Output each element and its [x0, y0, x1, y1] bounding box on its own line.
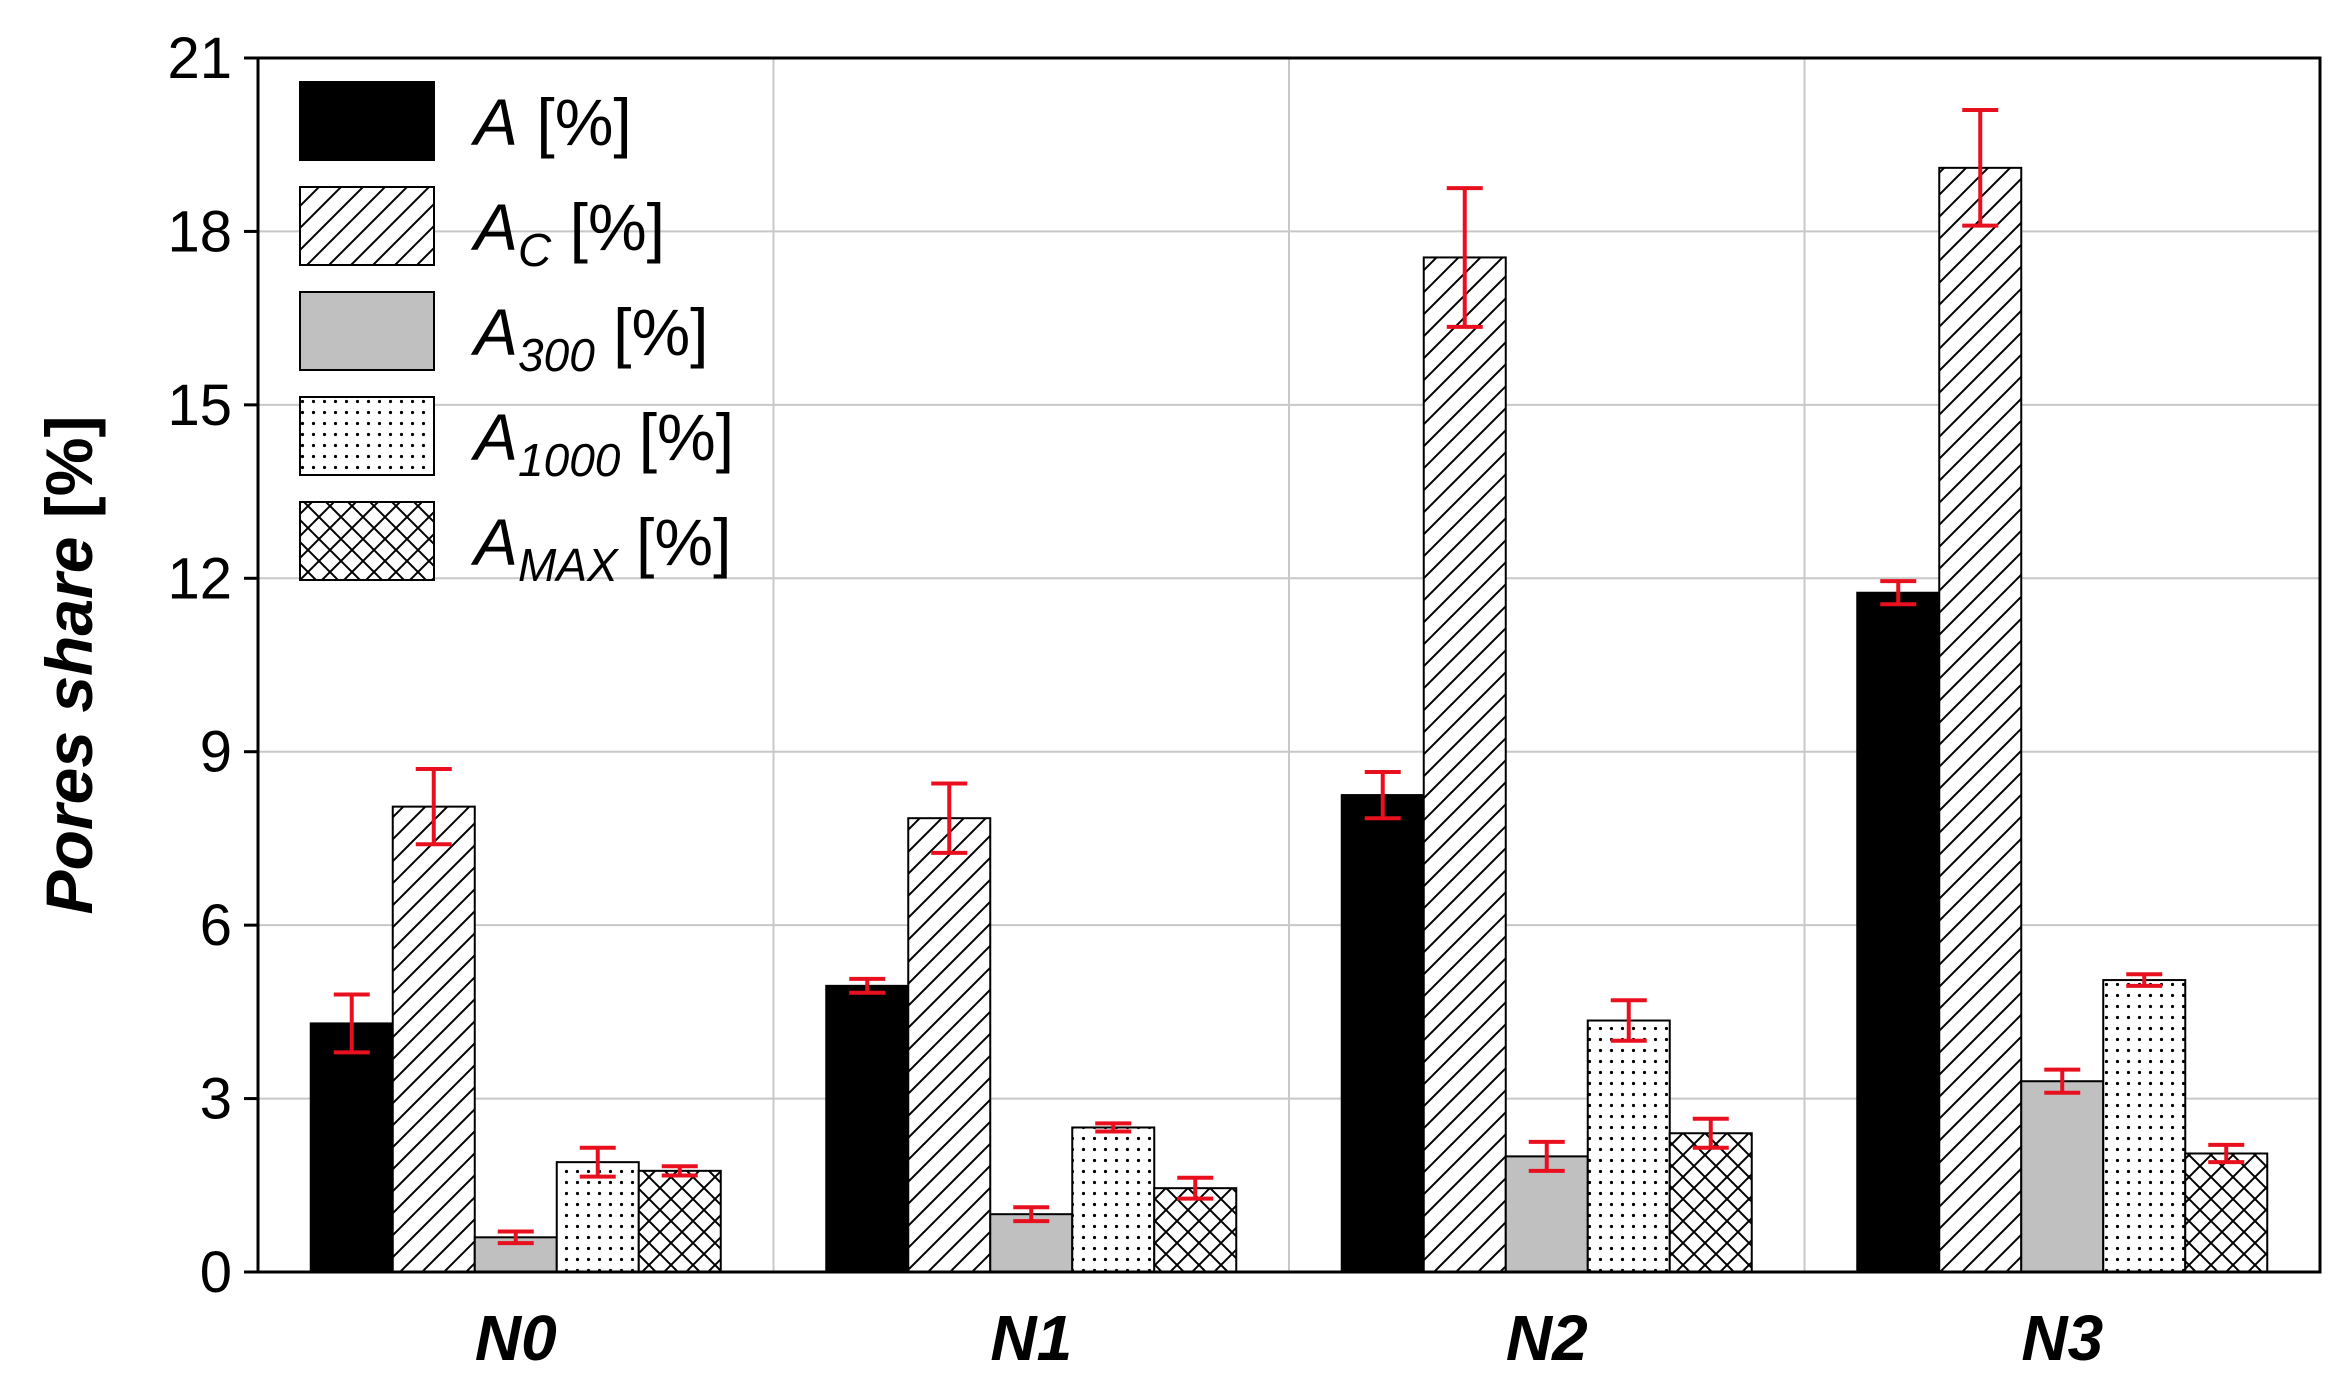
- legend-label-unit-3: [%]: [595, 295, 709, 369]
- legend-label-main-5: A: [470, 505, 518, 579]
- bar-n0-series-4: [555, 1161, 640, 1273]
- legend-item-1: A [%]: [299, 81, 632, 161]
- legend-swatch-3: [299, 291, 435, 371]
- bar-n3-series-3: [2020, 1080, 2105, 1273]
- y-tick-label-3: 3: [200, 1067, 232, 1132]
- x-category-label-n2: N2: [1506, 1302, 1588, 1374]
- y-tick-label-18: 18: [167, 199, 232, 264]
- grid-lines: [258, 58, 2320, 1272]
- legend-label-main-2: A: [470, 190, 518, 264]
- bar-n2-series-1: [1340, 794, 1425, 1273]
- y-tick-label-6: 6: [200, 893, 232, 958]
- legend-label-3: A300 [%]: [470, 295, 708, 381]
- bar-n0-series-1: [309, 1022, 394, 1274]
- legend-label-sub-2: C: [518, 224, 552, 276]
- y-tick-label-15: 15: [167, 373, 232, 438]
- bar-n3-series-1: [1856, 591, 1941, 1273]
- bar-n3-series-4: [2102, 979, 2187, 1273]
- bar-n2-series-3: [1504, 1155, 1589, 1274]
- legend-label-sub-5: MAX: [518, 539, 620, 591]
- legend-label-5: AMAX [%]: [470, 505, 731, 591]
- legend-swatch-4: [299, 396, 435, 476]
- legend-label-2: AC [%]: [470, 190, 665, 276]
- y-tick-label-21: 21: [167, 26, 232, 91]
- y-tick-label-0: 0: [200, 1240, 232, 1305]
- y-tick-label-9: 9: [200, 720, 232, 785]
- legend-swatch-1: [299, 81, 435, 161]
- bar-n1-series-1: [825, 984, 910, 1273]
- bar-n0-series-5: [637, 1169, 722, 1274]
- y-axis-ticks: 0 3 6 9 12 15 18 21: [167, 26, 258, 1305]
- bar-n2-series-2: [1422, 256, 1507, 1273]
- y-tick-label-12: 12: [167, 546, 232, 611]
- legend-label-sub-3: 300: [518, 329, 595, 381]
- bar-n3-series-2: [1938, 166, 2023, 1273]
- legend-item-5: AMAX [%]: [299, 501, 731, 591]
- x-category-label-n0: N0: [475, 1302, 557, 1374]
- x-axis-categories: N0 N1 N2 N3: [475, 1302, 2103, 1374]
- x-category-label-n1: N1: [990, 1302, 1072, 1374]
- legend-label-1: A [%]: [470, 85, 632, 159]
- y-axis-title-main: Pores share: [32, 537, 106, 915]
- legend-label-sub-4: 1000: [518, 434, 621, 486]
- legend-label-unit-5: [%]: [618, 505, 732, 579]
- legend-swatch-5: [299, 501, 435, 581]
- legend-item-4: A1000 [%]: [299, 396, 734, 486]
- legend-label-main-4: A: [470, 400, 518, 474]
- y-axis-title-unit: [%]: [32, 416, 106, 519]
- error-bars: [333, 108, 2245, 1246]
- plot-frame: [256, 56, 2322, 1274]
- x-category-label-n3: N3: [2021, 1302, 2103, 1374]
- bar-n2-series-5: [1668, 1132, 1753, 1274]
- legend-label-unit-4: [%]: [620, 400, 734, 474]
- legend-label-main-3: A: [470, 295, 518, 369]
- bar-n0-series-2: [391, 805, 476, 1274]
- legend-label-4: A1000 [%]: [470, 400, 734, 486]
- bar-n1-series-2: [907, 817, 992, 1273]
- legend-swatch-2: [299, 186, 435, 266]
- bar-n3-series-5: [2184, 1152, 2269, 1273]
- bar-n2-series-4: [1586, 1019, 1671, 1273]
- legend-label-unit-1: [%]: [518, 85, 632, 159]
- legend-label-unit-2: [%]: [551, 190, 665, 264]
- y-axis-title: Pores share [%]: [32, 416, 106, 915]
- legend: A [%]AC [%]A300 [%]A1000 [%]AMAX [%]: [299, 81, 734, 591]
- legend-item-2: AC [%]: [299, 186, 665, 276]
- legend-item-3: A300 [%]: [299, 291, 708, 381]
- bar-n1-series-4: [1071, 1126, 1156, 1273]
- bars: [309, 166, 2269, 1274]
- legend-label-main-1: A: [470, 85, 518, 159]
- bar-n1-series-5: [1153, 1187, 1238, 1273]
